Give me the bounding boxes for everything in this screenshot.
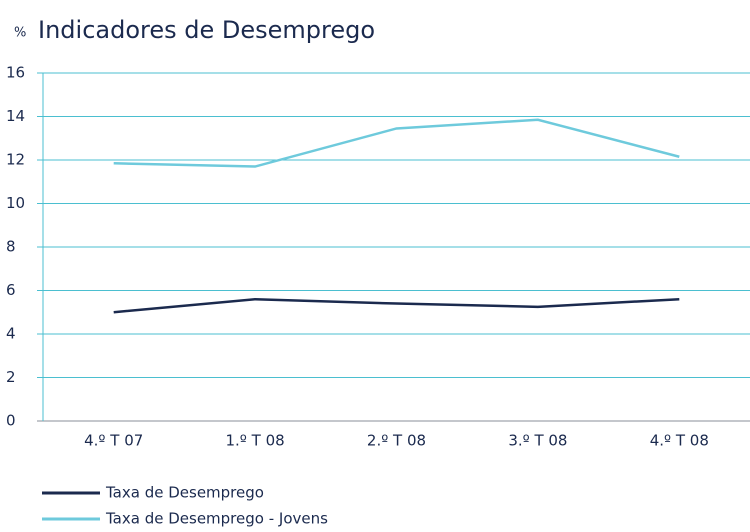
y-tick-label: 2: [6, 368, 16, 386]
x-tick-label: 2.º T 08: [367, 432, 426, 450]
x-tick-label: 3.º T 08: [508, 432, 567, 450]
x-tick-label: 4.º T 08: [650, 432, 709, 450]
y-unit-label: %: [14, 26, 26, 41]
y-tick-label: 14: [6, 107, 25, 125]
legend-label: Taxa de Desemprego - Jovens: [105, 510, 328, 528]
series-line: [113, 297, 680, 314]
chart-title: Indicadores de Desemprego: [38, 16, 375, 44]
x-tick-label: 1.º T 08: [226, 432, 285, 450]
y-tick-label: 8: [6, 238, 16, 256]
y-tick-label: 0: [6, 412, 16, 430]
y-tick-label: 12: [6, 151, 25, 169]
y-tick-label: 4: [6, 325, 16, 343]
y-tick-label: 10: [6, 194, 25, 212]
y-tick-label: 6: [6, 281, 16, 299]
series-line: [113, 118, 680, 168]
x-tick-label: 4.º T 07: [84, 432, 143, 450]
legend-label: Taxa de Desemprego: [105, 484, 264, 502]
y-tick-label: 16: [6, 64, 25, 82]
